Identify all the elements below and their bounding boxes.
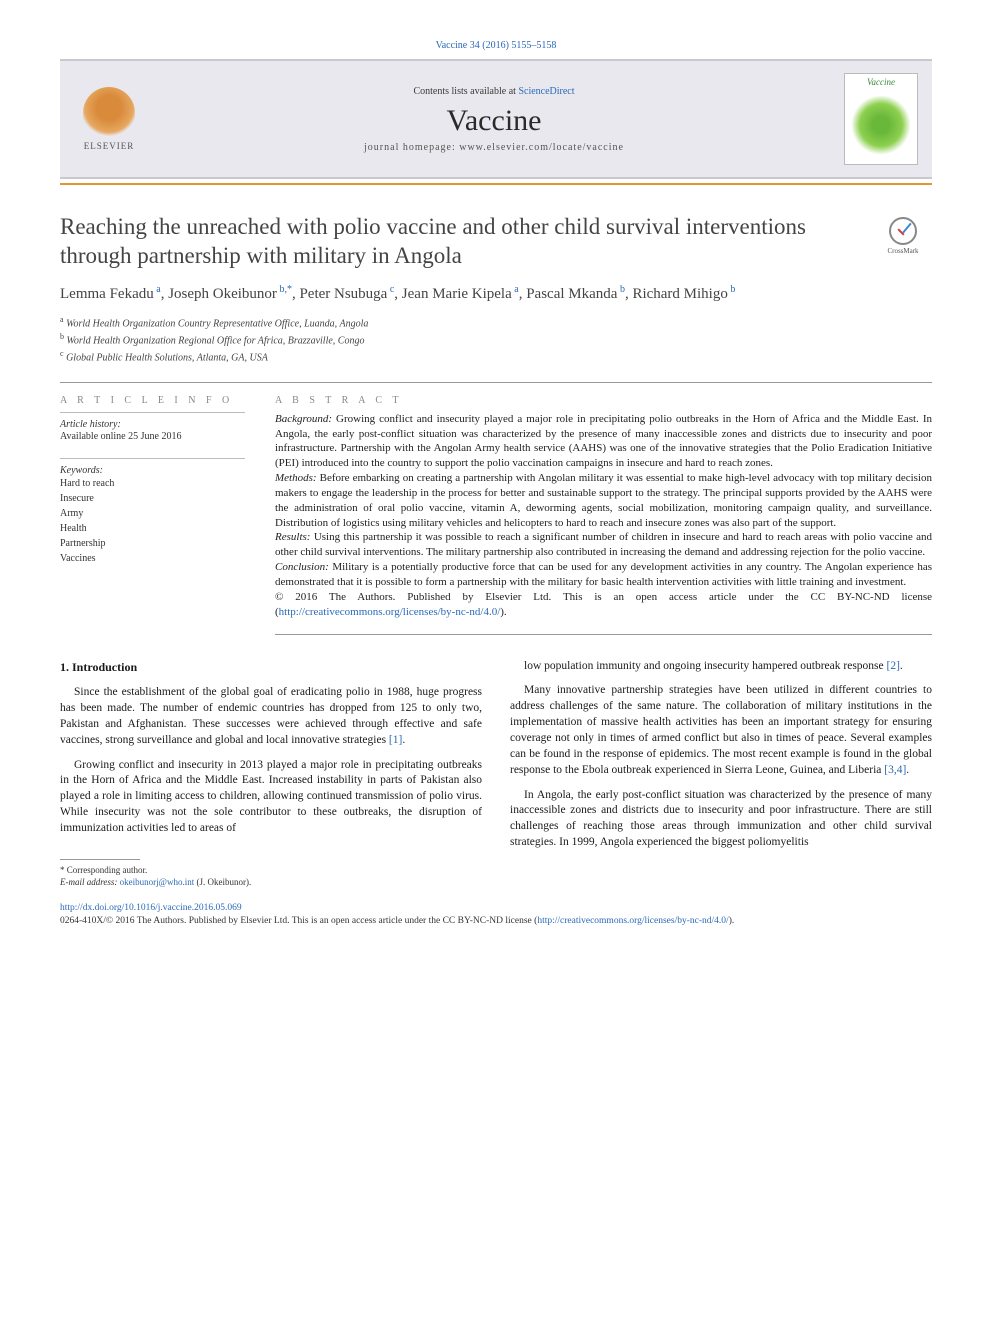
abstract-heading: A B S T R A C T xyxy=(275,395,932,406)
keywords-label: Keywords: xyxy=(60,465,245,476)
journal-homepage: journal homepage: www.elsevier.com/locat… xyxy=(158,142,830,153)
body-paragraph: In Angola, the early post-conflict situa… xyxy=(510,788,932,851)
cover-label: Vaccine xyxy=(867,77,895,87)
crossmark-badge[interactable]: CrossMark xyxy=(874,217,932,259)
publisher-name: ELSEVIER xyxy=(84,141,135,151)
footer-links: http://dx.doi.org/10.1016/j.vaccine.2016… xyxy=(60,902,932,929)
journal-cover-thumb: Vaccine xyxy=(844,73,918,165)
affiliation-line: c Global Public Health Solutions, Atlant… xyxy=(60,348,932,365)
citation: Vaccine 34 (2016) 5155–5158 xyxy=(60,40,932,51)
keyword-item: Vaccines xyxy=(60,551,245,566)
abstract-text: Background: Growing conflict and insecur… xyxy=(275,412,932,620)
body-paragraph: Since the establishment of the global go… xyxy=(60,685,482,748)
affiliation-line: b World Health Organization Regional Off… xyxy=(60,331,932,348)
footer-close: ). xyxy=(729,916,735,926)
body-paragraph: Many innovative partnership strategies h… xyxy=(510,683,932,778)
corresponding-note: * Corresponding author. xyxy=(60,864,482,876)
section-heading-intro: 1. Introduction xyxy=(60,659,482,676)
history-label: Article history: xyxy=(60,419,245,430)
email-person: (J. Okeibunor). xyxy=(194,877,251,887)
crossmark-label: CrossMark xyxy=(887,247,918,255)
footer-copyright: 0264-410X/© 2016 The Authors. Published … xyxy=(60,916,537,926)
keyword-item: Hard to reach xyxy=(60,476,245,491)
corresponding-email[interactable]: okeibunorj@who.int xyxy=(120,877,195,887)
contents-prefix: Contents lists available at xyxy=(413,86,518,97)
elsevier-logo: ELSEVIER xyxy=(74,82,144,156)
divider-rule xyxy=(60,183,932,185)
keywords-list: Hard to reachInsecureArmyHealthPartnersh… xyxy=(60,476,245,566)
footnotes: * Corresponding author. E-mail address: … xyxy=(60,864,482,888)
footnote-separator xyxy=(60,859,140,860)
authors: Lemma Fekadu a, Joseph Okeibunor b,*, Pe… xyxy=(60,283,932,304)
body-columns: 1. Introduction Since the establishment … xyxy=(60,659,932,889)
article-title: Reaching the unreached with polio vaccin… xyxy=(60,213,854,271)
journal-name: Vaccine xyxy=(158,104,830,138)
footer-license-link[interactable]: http://creativecommons.org/licenses/by-n… xyxy=(537,916,728,926)
keyword-item: Insecure xyxy=(60,491,245,506)
body-right-column: low population immunity and ongoing inse… xyxy=(510,659,932,889)
doi-link[interactable]: http://dx.doi.org/10.1016/j.vaccine.2016… xyxy=(60,903,242,913)
keyword-item: Health xyxy=(60,521,245,536)
sciencedirect-link[interactable]: ScienceDirect xyxy=(518,86,574,97)
article-info-sidebar: A R T I C L E I N F O Article history: A… xyxy=(60,395,245,635)
keyword-item: Partnership xyxy=(60,536,245,551)
history-text: Available online 25 June 2016 xyxy=(60,430,245,444)
keyword-item: Army xyxy=(60,506,245,521)
affiliation-line: a World Health Organization Country Repr… xyxy=(60,314,932,331)
cover-image-icon xyxy=(851,95,911,155)
contents-line: Contents lists available at ScienceDirec… xyxy=(158,86,830,97)
crossmark-icon xyxy=(889,217,917,245)
body-paragraph: low population immunity and ongoing inse… xyxy=(510,659,932,675)
email-label: E-mail address: xyxy=(60,877,120,887)
elsevier-tree-icon xyxy=(83,87,135,139)
body-paragraph: Growing conflict and insecurity in 2013 … xyxy=(60,758,482,837)
affiliations: a World Health Organization Country Repr… xyxy=(60,314,932,366)
journal-header: ELSEVIER Contents lists available at Sci… xyxy=(60,59,932,179)
article-info-heading: A R T I C L E I N F O xyxy=(60,395,245,406)
body-left-column: 1. Introduction Since the establishment … xyxy=(60,659,482,889)
abstract-column: A B S T R A C T Background: Growing conf… xyxy=(275,395,932,635)
